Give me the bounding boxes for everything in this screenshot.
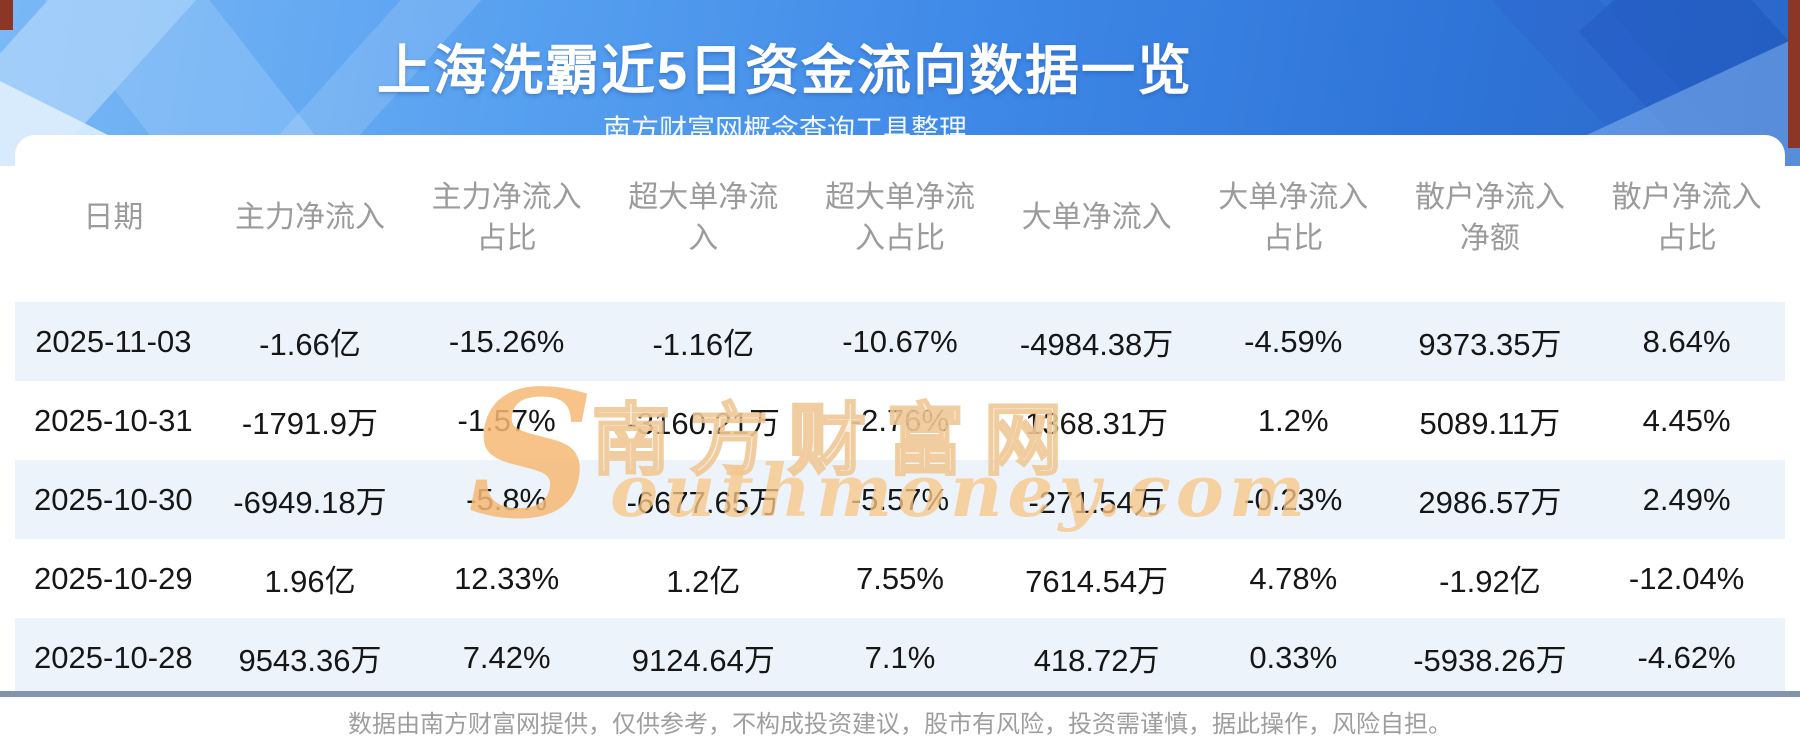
value-cell: 7.42% — [462, 639, 551, 675]
value-cell: 12.33% — [454, 560, 560, 596]
column-header: 超大单净流 入占比 — [824, 181, 975, 255]
value-cell: -6949.18万 — [233, 485, 387, 520]
value-cell: 1.2% — [1257, 402, 1329, 438]
value-cell: -1.16亿 — [652, 327, 755, 362]
table-body: 2025-11-03 -1.66亿 -15.26% -1.16亿 -10.67% -498… — [15, 302, 1785, 691]
value-cell: 418.72万 — [1033, 643, 1160, 678]
value-cell: -5.57% — [850, 481, 950, 517]
table-header-row: 日期 主力净流入 主力净流入 占比 超大单净流 入超大单净流 入占比 大单净流入 大单净流… — [15, 135, 1785, 302]
value-cell: -2.76% — [850, 402, 950, 438]
data-table-card: 日期 主力净流入 主力净流入 占比 超大单净流 入超大单净流 入占比 大单净流入 大单净流… — [15, 135, 1785, 691]
table-row: 2025-10-31 -1791.9万 -1.57% -3160.21万 -2.76% 1… — [15, 381, 1785, 460]
value-cell: -15.26% — [448, 323, 565, 359]
value-cell: -10.67% — [842, 323, 958, 359]
value-cell: 2986.57万 — [1418, 485, 1562, 520]
table-row: 2025-10-30 -6949.18万 -5.8% -6677.65万 -5.57% -… — [15, 460, 1785, 539]
value-cell: 7.1% — [864, 639, 936, 675]
page-title: 上海洗霸近5日资金流向数据一览 — [376, 41, 1194, 101]
value-cell: 9124.64万 — [631, 643, 775, 678]
value-cell: 4.45% — [1642, 402, 1731, 438]
value-cell: 1.2亿 — [666, 564, 741, 599]
value-cell: -271.54万 — [1028, 485, 1165, 520]
value-cell: 4.78% — [1249, 560, 1338, 596]
value-cell: 1368.31万 — [1025, 406, 1169, 441]
value-cell: 0.33% — [1249, 639, 1338, 675]
value-cell: 1.96亿 — [264, 564, 356, 599]
table-row: 2025-11-03 -1.66亿 -15.26% -1.16亿 -10.67% -498… — [15, 302, 1785, 381]
value-cell: 2.49% — [1642, 481, 1731, 517]
table-header: 日期 主力净流入 主力净流入 占比 超大单净流 入超大单净流 入占比 大单净流入 大单净流… — [15, 135, 1785, 302]
column-header: 日期 — [83, 201, 144, 235]
value-cell: 7.55% — [856, 560, 944, 596]
table-row: 2025-10-29 1.96亿 12.33% 1.2亿 7.55% 7614.54万 4.… — [15, 539, 1785, 618]
value-cell: -4.62% — [1637, 639, 1736, 675]
value-cell: -6677.65万 — [626, 485, 780, 520]
column-header: 主力净流入 — [234, 201, 385, 235]
fund-flow-table: 日期 主力净流入 主力净流入 占比 超大单净流 入超大单净流 入占比 大单净流入 大单净流… — [15, 135, 1785, 691]
column-header: 超大单净流 入 — [628, 181, 779, 255]
bottom-divider — [0, 691, 1800, 697]
value-cell: -5.8% — [466, 481, 548, 517]
value-cell: 8.64% — [1642, 323, 1731, 359]
date-cell: 2025-10-30 — [34, 481, 193, 517]
value-cell: -0.23% — [1244, 481, 1343, 517]
column-header: 散户净流入 净额 — [1414, 181, 1565, 255]
date-cell: 2025-10-29 — [34, 560, 193, 596]
value-cell: -1.66亿 — [259, 327, 361, 362]
date-cell: 2025-11-03 — [35, 323, 192, 359]
column-header: 主力净流入 占比 — [431, 181, 582, 255]
value-cell: -1.57% — [457, 402, 556, 438]
value-cell: -1.92亿 — [1439, 564, 1541, 599]
value-cell: -12.04% — [1628, 560, 1745, 596]
date-cell: 2025-10-31 — [34, 402, 193, 438]
value-cell: 5089.11万 — [1419, 406, 1561, 441]
table-row: 2025-10-28 9543.36万 7.42% 9124.64万 7.1% 418.7… — [15, 618, 1785, 691]
value-cell: 9543.36万 — [238, 643, 382, 678]
value-cell: -3160.21万 — [626, 406, 780, 441]
date-cell: 2025-10-28 — [34, 639, 193, 675]
banner-red-sliver-right — [1788, 0, 1800, 148]
value-cell: 7614.54万 — [1025, 564, 1169, 599]
banner-red-sliver-left — [0, 0, 13, 30]
column-header: 散户净流入 占比 — [1611, 181, 1762, 255]
column-header: 大单净流入 — [1021, 201, 1172, 235]
value-cell: -5938.26万 — [1413, 643, 1567, 678]
value-cell: 9373.35万 — [1418, 327, 1562, 362]
value-cell: -4984.38万 — [1019, 327, 1174, 362]
footer-disclaimer: 数据由南方财富网提供，仅供参考，不构成投资建议，股市有风险，投资需谨慎，据此操作… — [348, 711, 1452, 738]
value-cell: -1791.9万 — [241, 406, 379, 441]
column-header: 大单净流入 占比 — [1218, 181, 1369, 255]
value-cell: -4.59% — [1244, 323, 1343, 359]
